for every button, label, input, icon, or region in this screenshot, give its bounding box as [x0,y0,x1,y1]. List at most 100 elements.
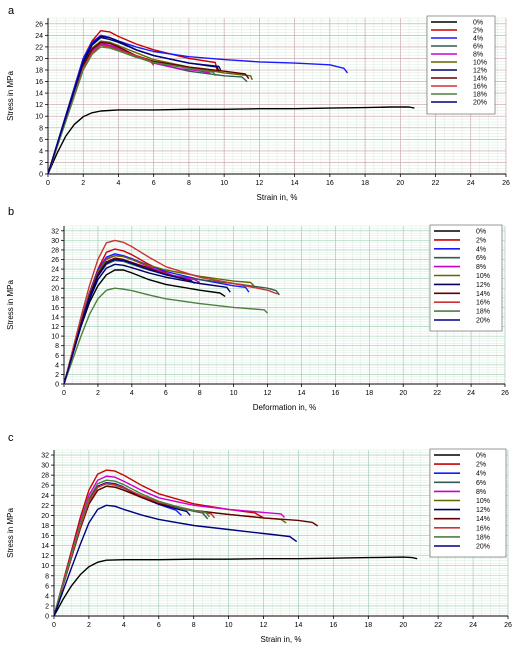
y-tick-label: 10 [51,334,59,341]
legend: 0%2%4%6%8%10%12%14%16%18%20% [429,224,503,332]
legend-entry-label: 0% [473,20,483,27]
y-tick-label: 30 [51,238,59,245]
x-tick-label: 4 [117,180,121,187]
legend-entry-label: 20% [476,544,490,551]
legend-box [426,15,496,115]
legend-entry-label: 0% [476,229,486,236]
legend-entry-label: 14% [476,291,490,298]
y-tick-label: 14 [35,91,43,98]
y-axis-label: Stress in MPa [6,508,15,558]
legend-entry-label: 6% [476,480,486,487]
x-axis-label: Strain in, % [257,193,298,202]
legend: 0%2%4%6%8%10%12%14%16%18%20% [426,15,496,115]
legend-entry-label: 10% [476,498,490,505]
y-tick-label: 32 [51,228,59,235]
x-tick-label: 16 [331,390,339,397]
series-line-0pct [47,106,415,175]
y-tick-label: 18 [51,295,59,302]
x-tick-label: 12 [264,390,272,397]
legend-entry-label: 8% [476,489,486,496]
x-tick-label: 10 [225,622,233,629]
x-tick-label: 18 [361,180,369,187]
series-line-0pct [53,556,418,617]
legend-entry-label: 20% [476,318,490,325]
panel-label: a [8,5,15,17]
y-tick-label: 18 [41,523,49,530]
legend-entry-label: 12% [476,282,490,289]
y-tick-label: 12 [51,324,59,331]
x-tick-label: 6 [157,622,161,629]
series-line-20pct [53,504,298,617]
x-tick-label: 24 [467,180,475,187]
x-tick-label: 14 [291,180,299,187]
x-tick-label: 0 [46,180,50,187]
x-tick-label: 6 [164,390,168,397]
legend-entry-label: 12% [473,68,487,75]
y-tick-label: 12 [41,553,49,560]
panel-label: b [8,206,14,218]
x-tick-label: 20 [396,180,404,187]
legend-entry-label: 2% [473,28,483,35]
y-tick-label: 26 [51,257,59,264]
y-tick-label: 2 [45,603,49,610]
y-tick-label: 0 [39,172,43,179]
legend-entry-label: 2% [476,237,486,244]
legend-entry-label: 16% [476,300,490,307]
legend-entry-label: 4% [476,246,486,253]
legend-entry-label: 2% [476,462,486,469]
y-tick-label: 26 [41,483,49,490]
y-tick-label: 18 [35,68,43,75]
x-tick-label: 12 [255,180,263,187]
y-tick-label: 8 [39,125,43,132]
legend-entry-label: 4% [476,471,486,478]
x-tick-label: 20 [399,390,407,397]
y-tick-label: 8 [45,573,49,580]
x-tick-label: 4 [122,622,126,629]
y-tick-label: 24 [35,33,43,40]
y-tick-label: 20 [35,56,43,63]
legend-entry-label: 14% [473,76,487,83]
legend-box [429,224,503,332]
x-tick-label: 24 [469,622,477,629]
y-tick-label: 6 [55,353,59,360]
y-tick-label: 28 [41,473,49,480]
x-tick-label: 26 [501,390,509,397]
y-tick-label: 14 [51,314,59,321]
y-tick-label: 8 [55,343,59,350]
x-tick-label: 22 [433,390,441,397]
y-tick-label: 20 [41,513,49,520]
y-tick-label: 22 [35,44,43,51]
x-tick-label: 4 [130,390,134,397]
x-tick-label: 18 [364,622,372,629]
y-axis-label: Stress in MPa [6,71,15,121]
series-line-20pct [63,258,196,385]
y-tick-label: 0 [55,382,59,389]
legend-entry-label: 8% [473,52,483,59]
x-tick-label: 26 [504,622,512,629]
x-tick-label: 2 [87,622,91,629]
x-tick-label: 10 [220,180,228,187]
legend-entry-label: 10% [476,273,490,280]
legend-box [429,448,507,558]
x-tick-label: 8 [198,390,202,397]
legend: 0%2%4%6%8%10%12%14%16%18%20% [429,448,507,558]
y-tick-label: 28 [51,247,59,254]
panel-label: c [8,432,14,444]
y-tick-label: 16 [35,79,43,86]
y-tick-label: 14 [41,543,49,550]
chart-panel-b: b0 2 4 6 8 10 12 14 16 18 20 22 24 260246810121416182… [6,206,509,412]
legend-entry-label: 18% [476,534,490,541]
y-tick-label: 12 [35,102,43,109]
y-tick-label: 30 [41,463,49,470]
series-line-18pct [63,287,268,385]
legend-entry-label: 6% [476,255,486,262]
y-tick-label: 20 [51,286,59,293]
x-tick-label: 8 [192,622,196,629]
legend-entry-label: 12% [476,507,490,514]
x-axis-label: Deformation in, % [253,403,317,412]
legend-entry-label: 10% [473,60,487,67]
y-tick-label: 24 [41,493,49,500]
x-tick-label: 22 [432,180,440,187]
y-tick-label: 16 [41,533,49,540]
